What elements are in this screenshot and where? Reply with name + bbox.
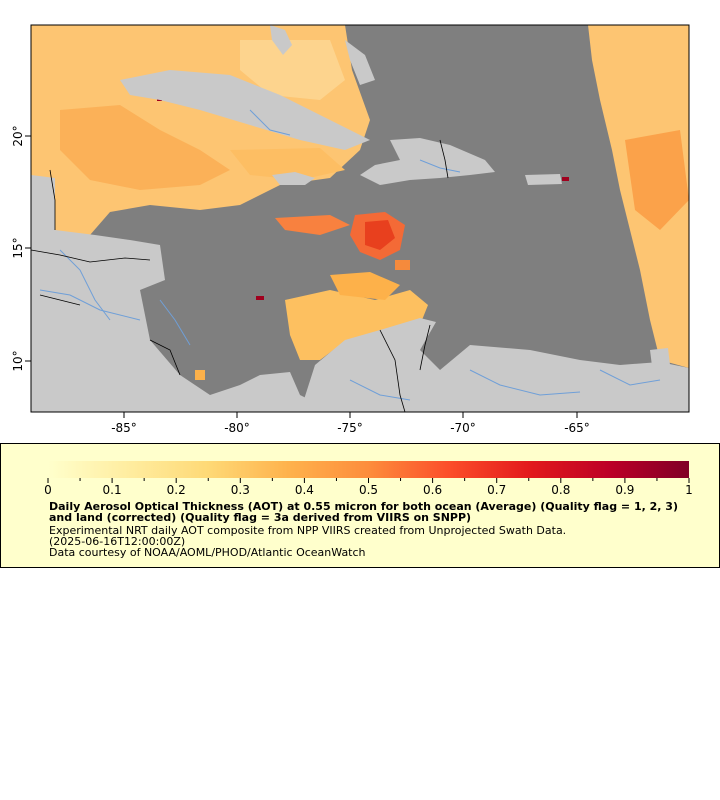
aot-plume-core — [365, 220, 395, 250]
colorbar-label: 1 — [685, 483, 693, 497]
land-layer — [31, 25, 689, 412]
aot-patch-south — [285, 290, 428, 360]
legend-panel: 0 0.1 0.2 0.3 0.4 0.5 0.6 0.7 0.8 0.9 1 Daily Aero… — [0, 443, 720, 568]
y-axis — [25, 135, 31, 362]
colorbar: 0 0.1 0.2 0.3 0.4 0.5 0.6 0.7 0.8 0.9 1 — [44, 461, 693, 497]
x-tick-label: -75° — [337, 421, 363, 435]
legend-date: (2025-06-16T12:00:00Z) — [49, 535, 186, 548]
x-axis — [123, 412, 578, 418]
legend-subtitle: Experimental NRT daily AOT composite fro… — [49, 524, 567, 537]
colorbar-label: 0.4 — [295, 483, 314, 497]
land-florida-keys — [270, 25, 292, 55]
aot-patch-bahamas — [240, 40, 345, 100]
land-lesser-antilles — [650, 348, 670, 366]
x-tick-label: -85° — [111, 421, 137, 435]
land-cuba — [120, 70, 370, 150]
colorbar-label: 0 — [44, 483, 52, 497]
aot-map: -85° -80° -75° -70° -65° 20° 15° 10° — [11, 24, 690, 435]
colorbar-label: 0.8 — [551, 483, 570, 497]
x-tick-labels: -85° -80° -75° -70° -65° — [111, 421, 590, 435]
land-central-america — [31, 175, 330, 412]
aot-hotspot-2 — [562, 177, 569, 181]
map-frame-border — [30, 24, 690, 413]
borders-layer — [31, 139, 449, 412]
colorbar-label: 0.3 — [231, 483, 250, 497]
aot-patch-small-2 — [195, 370, 205, 380]
aot-patch-south-mid — [330, 272, 400, 300]
colorbar-label: 0.9 — [615, 483, 634, 497]
colorbar-label: 0.7 — [487, 483, 506, 497]
land-hispaniola — [360, 138, 495, 185]
colorbar-label: 0.1 — [103, 483, 122, 497]
x-tick-label: -80° — [224, 421, 250, 435]
colorbar-labels: 0 0.1 0.2 0.3 0.4 0.5 0.6 0.7 0.8 0.9 1 — [44, 483, 693, 497]
rivers-layer — [39, 109, 661, 401]
aot-patch-small-1 — [395, 260, 410, 270]
aot-patch-east-strong — [625, 130, 689, 230]
y-tick-labels: 20° 15° 10° — [11, 125, 25, 371]
colorbar-ramp — [48, 461, 689, 478]
aot-patch-yucatan — [60, 105, 230, 190]
aot-plume-arm — [275, 215, 350, 235]
land-bahamas — [345, 40, 375, 85]
y-tick-label: 15° — [11, 237, 25, 258]
y-tick-label: 10° — [11, 350, 25, 371]
y-tick-label: 20° — [11, 125, 25, 146]
legend-credit: Data courtesy of NOAA/AOML/PHOD/Atlantic… — [49, 546, 366, 559]
legend-title: Daily Aerosol Optical Thickness (AOT) at… — [49, 500, 678, 524]
land-puerto-rico — [525, 174, 562, 185]
x-tick-label: -70° — [450, 421, 476, 435]
colorbar-ticks — [47, 478, 690, 483]
land-jamaica — [272, 172, 315, 185]
colorbar-label: 0.2 — [167, 483, 186, 497]
x-tick-label: -65° — [564, 421, 590, 435]
land-south-america — [300, 318, 689, 412]
colorbar-label: 0.6 — [423, 483, 442, 497]
aot-patch-cuba-south — [230, 148, 345, 180]
aot-hotspot-1 — [256, 296, 264, 300]
colorbar-label: 0.5 — [359, 483, 378, 497]
